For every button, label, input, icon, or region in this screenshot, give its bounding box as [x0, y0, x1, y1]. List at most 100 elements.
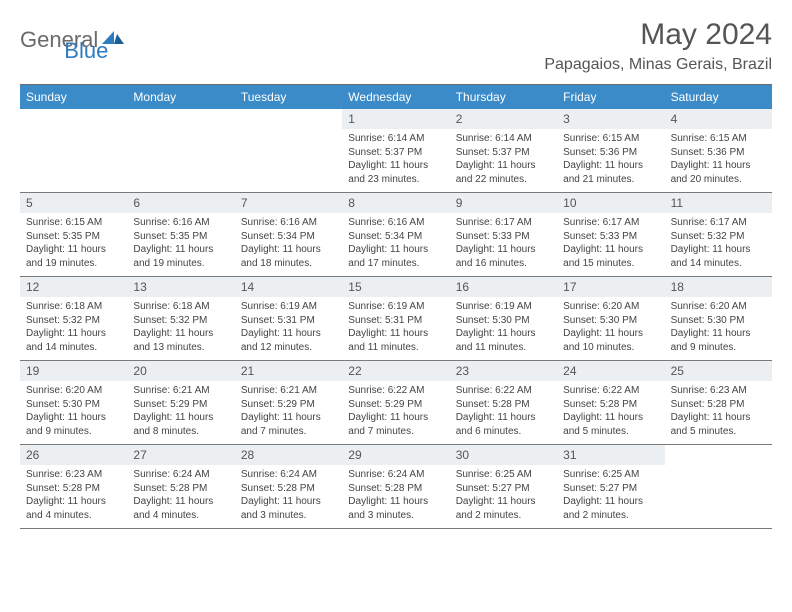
- day-details: Sunrise: 6:16 AMSunset: 5:34 PMDaylight:…: [342, 213, 449, 274]
- sunrise-text: Sunrise: 6:25 AM: [563, 468, 658, 482]
- weekday-header: Wednesday: [342, 85, 449, 109]
- calendar-day: 25Sunrise: 6:23 AMSunset: 5:28 PMDayligh…: [665, 361, 772, 445]
- daylight-text: Daylight: 11 hours and 22 minutes.: [456, 159, 551, 186]
- day-details: Sunrise: 6:20 AMSunset: 5:30 PMDaylight:…: [557, 297, 664, 358]
- sunset-text: Sunset: 5:29 PM: [348, 398, 443, 412]
- sunrise-text: Sunrise: 6:18 AM: [26, 300, 121, 314]
- day-details: Sunrise: 6:21 AMSunset: 5:29 PMDaylight:…: [235, 381, 342, 442]
- sunset-text: Sunset: 5:28 PM: [456, 398, 551, 412]
- day-details: Sunrise: 6:25 AMSunset: 5:27 PMDaylight:…: [557, 465, 664, 526]
- day-details: Sunrise: 6:19 AMSunset: 5:30 PMDaylight:…: [450, 297, 557, 358]
- daylight-text: Daylight: 11 hours and 13 minutes.: [133, 327, 228, 354]
- day-number: 8: [342, 193, 449, 213]
- daylight-text: Daylight: 11 hours and 10 minutes.: [563, 327, 658, 354]
- day-details: Sunrise: 6:24 AMSunset: 5:28 PMDaylight:…: [342, 465, 449, 526]
- calendar-day-empty: [127, 109, 234, 193]
- daylight-text: Daylight: 11 hours and 3 minutes.: [348, 495, 443, 522]
- sunset-text: Sunset: 5:34 PM: [348, 230, 443, 244]
- calendar-day: 10Sunrise: 6:17 AMSunset: 5:33 PMDayligh…: [557, 193, 664, 277]
- day-number: 25: [665, 361, 772, 381]
- day-details: Sunrise: 6:20 AMSunset: 5:30 PMDaylight:…: [665, 297, 772, 358]
- daylight-text: Daylight: 11 hours and 17 minutes.: [348, 243, 443, 270]
- day-number: 16: [450, 277, 557, 297]
- sunrise-text: Sunrise: 6:19 AM: [241, 300, 336, 314]
- daylight-text: Daylight: 11 hours and 11 minutes.: [348, 327, 443, 354]
- day-details: Sunrise: 6:25 AMSunset: 5:27 PMDaylight:…: [450, 465, 557, 526]
- daylight-text: Daylight: 11 hours and 15 minutes.: [563, 243, 658, 270]
- day-number: 29: [342, 445, 449, 465]
- weekday-header: Tuesday: [235, 85, 342, 109]
- daylight-text: Daylight: 11 hours and 2 minutes.: [456, 495, 551, 522]
- sunset-text: Sunset: 5:32 PM: [671, 230, 766, 244]
- header: General Blue May 2024 Papagaios, Minas G…: [20, 18, 772, 80]
- daylight-text: Daylight: 11 hours and 16 minutes.: [456, 243, 551, 270]
- sunrise-text: Sunrise: 6:20 AM: [563, 300, 658, 314]
- sunset-text: Sunset: 5:30 PM: [26, 398, 121, 412]
- sunset-text: Sunset: 5:31 PM: [241, 314, 336, 328]
- day-details: Sunrise: 6:21 AMSunset: 5:29 PMDaylight:…: [127, 381, 234, 442]
- daylight-text: Daylight: 11 hours and 3 minutes.: [241, 495, 336, 522]
- sunrise-text: Sunrise: 6:14 AM: [456, 132, 551, 146]
- sunrise-text: Sunrise: 6:25 AM: [456, 468, 551, 482]
- day-number: 2: [450, 109, 557, 129]
- calendar-day-empty: [20, 109, 127, 193]
- daylight-text: Daylight: 11 hours and 5 minutes.: [671, 411, 766, 438]
- calendar-day: 2 Sunrise: 6:14 AMSunset: 5:37 PMDaylight…: [450, 109, 557, 193]
- location-label: Papagaios, Minas Gerais, Brazil: [544, 56, 772, 74]
- calendar-week: 19Sunrise: 6:20 AMSunset: 5:30 PMDayligh…: [20, 361, 772, 445]
- calendar-day: 17Sunrise: 6:20 AMSunset: 5:30 PMDayligh…: [557, 277, 664, 361]
- sunrise-text: Sunrise: 6:20 AM: [671, 300, 766, 314]
- calendar-day: 24Sunrise: 6:22 AMSunset: 5:28 PMDayligh…: [557, 361, 664, 445]
- sunrise-text: Sunrise: 6:16 AM: [133, 216, 228, 230]
- daylight-text: Daylight: 11 hours and 7 minutes.: [241, 411, 336, 438]
- sunrise-text: Sunrise: 6:19 AM: [348, 300, 443, 314]
- day-details: Sunrise: 6:14 AMSunset: 5:37 PMDaylight:…: [342, 129, 449, 190]
- weekday-header: Sunday: [20, 85, 127, 109]
- weekday-header: Monday: [127, 85, 234, 109]
- day-details: Sunrise: 6:22 AMSunset: 5:29 PMDaylight:…: [342, 381, 449, 442]
- sunset-text: Sunset: 5:35 PM: [26, 230, 121, 244]
- day-number: 11: [665, 193, 772, 213]
- calendar-day: 21Sunrise: 6:21 AMSunset: 5:29 PMDayligh…: [235, 361, 342, 445]
- calendar-day: 14Sunrise: 6:19 AMSunset: 5:31 PMDayligh…: [235, 277, 342, 361]
- day-number: 9: [450, 193, 557, 213]
- day-details: Sunrise: 6:24 AMSunset: 5:28 PMDaylight:…: [235, 465, 342, 526]
- daylight-text: Daylight: 11 hours and 9 minutes.: [671, 327, 766, 354]
- sunrise-text: Sunrise: 6:21 AM: [241, 384, 336, 398]
- calendar-body: 1Sunrise: 6:14 AMSunset: 5:37 PMDaylight…: [20, 109, 772, 529]
- sunset-text: Sunset: 5:31 PM: [348, 314, 443, 328]
- sunrise-text: Sunrise: 6:15 AM: [563, 132, 658, 146]
- day-number: 30: [450, 445, 557, 465]
- sunrise-text: Sunrise: 6:23 AM: [26, 468, 121, 482]
- sunset-text: Sunset: 5:37 PM: [456, 146, 551, 160]
- day-number: 7: [235, 193, 342, 213]
- daylight-text: Daylight: 11 hours and 6 minutes.: [456, 411, 551, 438]
- day-details: Sunrise: 6:16 AMSunset: 5:34 PMDaylight:…: [235, 213, 342, 274]
- sunset-text: Sunset: 5:34 PM: [241, 230, 336, 244]
- daylight-text: Daylight: 11 hours and 18 minutes.: [241, 243, 336, 270]
- sunrise-text: Sunrise: 6:24 AM: [241, 468, 336, 482]
- day-number: 5: [20, 193, 127, 213]
- sunrise-text: Sunrise: 6:17 AM: [671, 216, 766, 230]
- sunset-text: Sunset: 5:28 PM: [241, 482, 336, 496]
- sunset-text: Sunset: 5:33 PM: [563, 230, 658, 244]
- logo: General Blue: [20, 18, 108, 62]
- daylight-text: Daylight: 11 hours and 9 minutes.: [26, 411, 121, 438]
- day-number: 24: [557, 361, 664, 381]
- calendar: SundayMondayTuesdayWednesdayThursdayFrid…: [20, 84, 772, 529]
- sunrise-text: Sunrise: 6:20 AM: [26, 384, 121, 398]
- sunset-text: Sunset: 5:35 PM: [133, 230, 228, 244]
- daylight-text: Daylight: 11 hours and 21 minutes.: [563, 159, 658, 186]
- calendar-week: 1Sunrise: 6:14 AMSunset: 5:37 PMDaylight…: [20, 109, 772, 193]
- day-details: Sunrise: 6:15 AMSunset: 5:36 PMDaylight:…: [665, 129, 772, 190]
- calendar-day: 12Sunrise: 6:18 AMSunset: 5:32 PMDayligh…: [20, 277, 127, 361]
- day-number: 13: [127, 277, 234, 297]
- sunrise-text: Sunrise: 6:24 AM: [348, 468, 443, 482]
- day-number: 17: [557, 277, 664, 297]
- day-details: Sunrise: 6:17 AMSunset: 5:33 PMDaylight:…: [557, 213, 664, 274]
- sunset-text: Sunset: 5:27 PM: [563, 482, 658, 496]
- calendar-day: 28Sunrise: 6:24 AMSunset: 5:28 PMDayligh…: [235, 445, 342, 529]
- weekday-header-row: SundayMondayTuesdayWednesdayThursdayFrid…: [20, 85, 772, 109]
- day-number: 19: [20, 361, 127, 381]
- day-number: 20: [127, 361, 234, 381]
